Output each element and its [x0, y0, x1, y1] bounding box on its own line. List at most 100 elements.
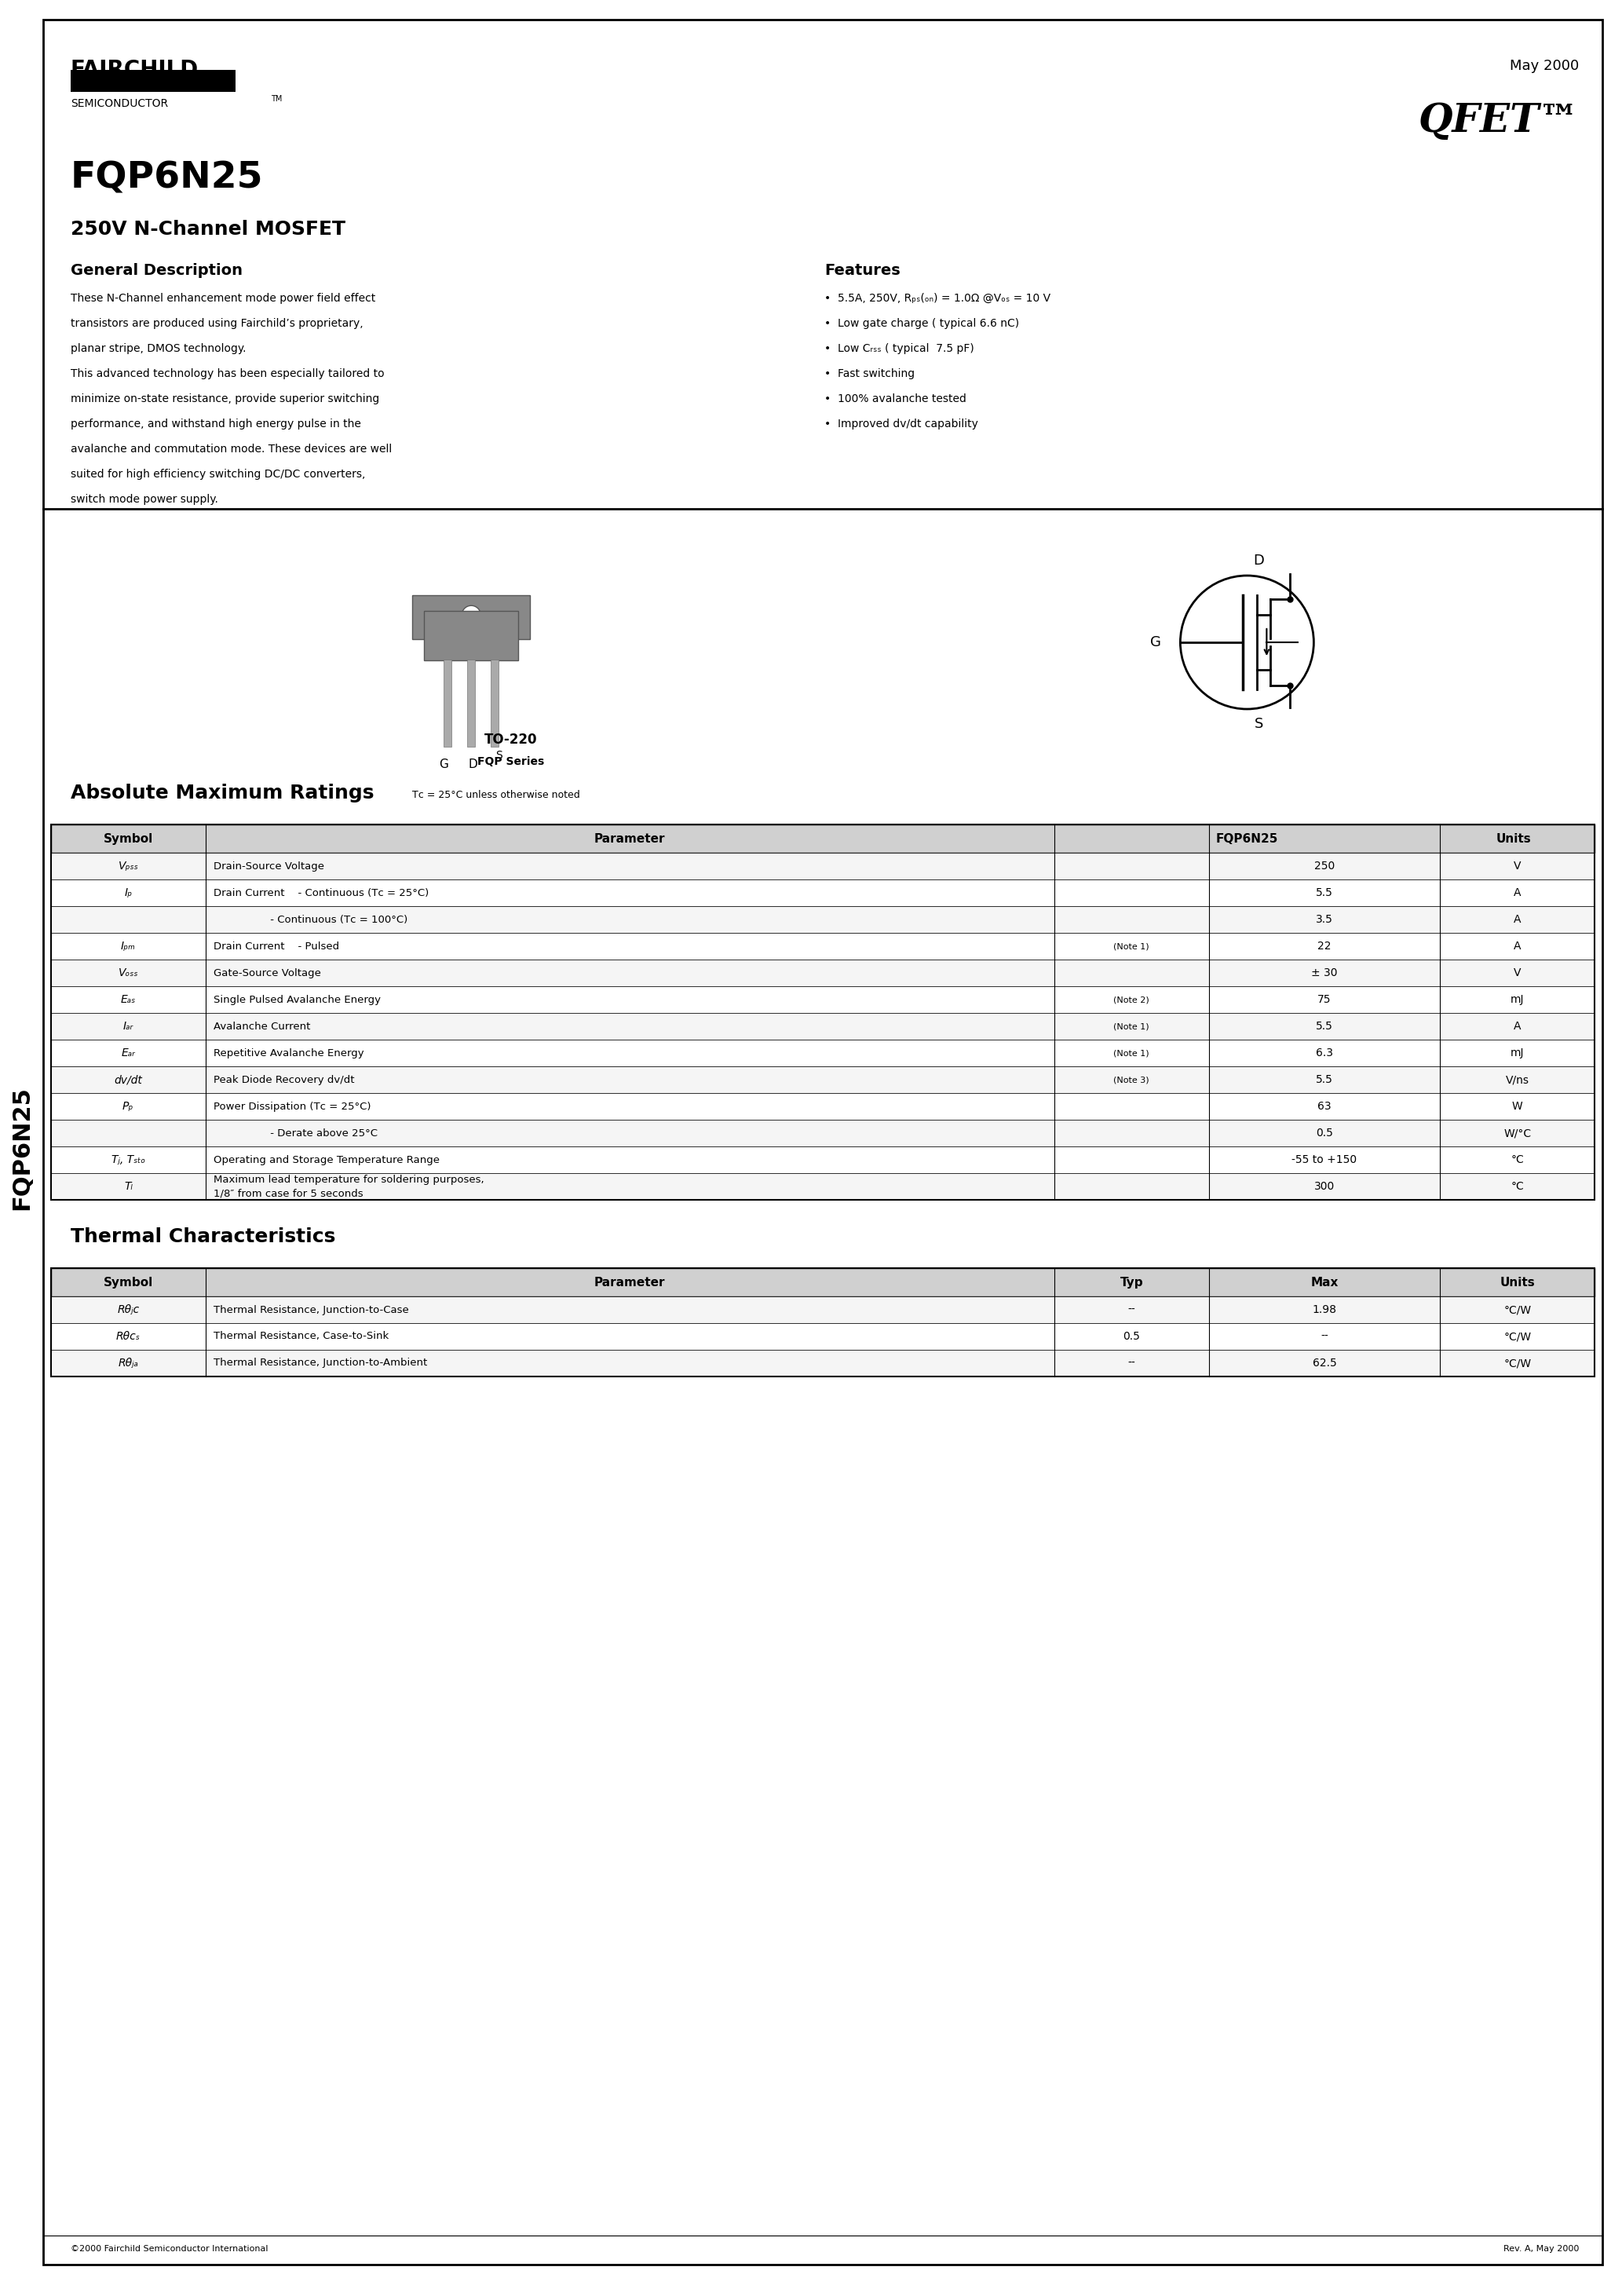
Text: ©2000 Fairchild Semiconductor International: ©2000 Fairchild Semiconductor Internatio… — [71, 2245, 268, 2252]
Text: 5.5: 5.5 — [1315, 886, 1333, 898]
Text: FQP Series: FQP Series — [477, 755, 543, 767]
Text: Iₚₘ: Iₚₘ — [122, 941, 136, 953]
Text: 5.5: 5.5 — [1315, 1022, 1333, 1031]
Bar — [50, 852, 1594, 879]
Bar — [412, 595, 530, 638]
Text: A: A — [1513, 886, 1521, 898]
Text: Tᴄ = 25°C unless otherwise noted: Tᴄ = 25°C unless otherwise noted — [412, 790, 581, 799]
Text: Peak Diode Recovery dv/dt: Peak Diode Recovery dv/dt — [212, 1075, 354, 1084]
Bar — [50, 1120, 1594, 1146]
Text: -55 to +150: -55 to +150 — [1291, 1155, 1358, 1166]
Bar — [50, 824, 1594, 1201]
Text: 63: 63 — [1317, 1100, 1332, 1111]
Bar — [50, 1350, 1594, 1378]
Text: Operating and Storage Temperature Range: Operating and Storage Temperature Range — [212, 1155, 440, 1164]
Text: General Description: General Description — [71, 264, 243, 278]
Bar — [50, 1297, 1594, 1322]
Text: 75: 75 — [1317, 994, 1332, 1006]
Text: 1/8″ from case for 5 seconds: 1/8″ from case for 5 seconds — [212, 1187, 363, 1199]
Text: S: S — [495, 751, 503, 762]
Text: °C/W: °C/W — [1504, 1304, 1531, 1316]
Text: FAIRCHILD: FAIRCHILD — [71, 60, 200, 80]
Text: Pₚ: Pₚ — [123, 1100, 135, 1111]
Bar — [50, 1065, 1594, 1093]
Text: Repetitive Avalanche Energy: Repetitive Avalanche Energy — [212, 1047, 363, 1058]
Text: Symbol: Symbol — [104, 1277, 152, 1288]
Text: •  5.5A, 250V, Rₚₛ(ₒₙ) = 1.0Ω @Vₒₛ = 10 V: • 5.5A, 250V, Rₚₛ(ₒₙ) = 1.0Ω @Vₒₛ = 10 V — [824, 294, 1051, 303]
Bar — [50, 1040, 1594, 1065]
Text: Thermal Resistance, Junction-to-Ambient: Thermal Resistance, Junction-to-Ambient — [212, 1357, 427, 1368]
Text: switch mode power supply.: switch mode power supply. — [71, 494, 217, 505]
Text: Drain Current    - Pulsed: Drain Current - Pulsed — [212, 941, 339, 951]
Bar — [50, 1093, 1594, 1120]
Text: 250: 250 — [1314, 861, 1335, 872]
Text: --: -- — [1320, 1332, 1328, 1341]
Text: D: D — [1254, 553, 1264, 567]
Bar — [423, 611, 519, 659]
Bar — [491, 659, 498, 746]
Text: Drain-Source Voltage: Drain-Source Voltage — [212, 861, 324, 870]
Text: A: A — [1513, 1022, 1521, 1031]
Text: Units: Units — [1500, 1277, 1534, 1288]
Text: Typ: Typ — [1119, 1277, 1144, 1288]
Text: Vₚₛₛ: Vₚₛₛ — [118, 861, 138, 872]
Text: 1.98: 1.98 — [1312, 1304, 1337, 1316]
Text: Parameter: Parameter — [594, 833, 665, 845]
Text: FQP6N25: FQP6N25 — [71, 161, 263, 195]
Text: This advanced technology has been especially tailored to: This advanced technology has been especi… — [71, 367, 384, 379]
Text: •  Fast switching: • Fast switching — [824, 367, 915, 379]
Text: Units: Units — [1495, 833, 1531, 845]
Text: W/°C: W/°C — [1504, 1127, 1531, 1139]
Text: --: -- — [1127, 1357, 1135, 1368]
Text: °C/W: °C/W — [1504, 1332, 1531, 1341]
Text: planar stripe, DMOS technology.: planar stripe, DMOS technology. — [71, 342, 247, 354]
Text: 300: 300 — [1314, 1180, 1335, 1192]
Text: 250V N-Channel MOSFET: 250V N-Channel MOSFET — [71, 220, 345, 239]
Text: V: V — [1513, 967, 1521, 978]
Circle shape — [462, 606, 480, 625]
Bar — [50, 1013, 1594, 1040]
Bar — [50, 1146, 1594, 1173]
Text: Max: Max — [1311, 1277, 1338, 1288]
Text: Rθⱼᴄ: Rθⱼᴄ — [117, 1304, 139, 1316]
Text: •  Improved dv/dt capability: • Improved dv/dt capability — [824, 418, 978, 429]
Text: 6.3: 6.3 — [1315, 1047, 1333, 1058]
Text: V/ns: V/ns — [1505, 1075, 1530, 1086]
Text: 3.5: 3.5 — [1315, 914, 1333, 925]
Text: V: V — [1513, 861, 1521, 872]
Text: G: G — [440, 758, 448, 769]
Text: Single Pulsed Avalanche Energy: Single Pulsed Avalanche Energy — [212, 994, 381, 1006]
Bar — [50, 907, 1594, 932]
Text: ± 30: ± 30 — [1311, 967, 1338, 978]
Text: Tⱼ, Tₛₜₒ: Tⱼ, Tₛₜₒ — [112, 1155, 144, 1166]
Text: Avalanche Current: Avalanche Current — [212, 1022, 310, 1031]
Text: mJ: mJ — [1510, 994, 1525, 1006]
Text: Iₚ: Iₚ — [125, 886, 131, 898]
Text: A: A — [1513, 914, 1521, 925]
Bar — [50, 879, 1594, 907]
Text: Thermal Characteristics: Thermal Characteristics — [71, 1228, 336, 1247]
Text: Thermal Resistance, Case-to-Sink: Thermal Resistance, Case-to-Sink — [212, 1332, 389, 1341]
Text: May 2000: May 2000 — [1510, 60, 1578, 73]
Text: TM: TM — [271, 94, 282, 103]
Text: W: W — [1512, 1100, 1523, 1111]
Text: °C: °C — [1510, 1155, 1525, 1166]
Text: Features: Features — [824, 264, 900, 278]
Text: - Continuous (Tᴄ = 100°C): - Continuous (Tᴄ = 100°C) — [212, 914, 407, 925]
Text: Symbol: Symbol — [104, 833, 152, 845]
Bar — [50, 932, 1594, 960]
Text: QFET™: QFET™ — [1418, 101, 1578, 140]
Text: (Note 1): (Note 1) — [1114, 1049, 1150, 1056]
Text: •  Low gate charge ( typical 6.6 nC): • Low gate charge ( typical 6.6 nC) — [824, 319, 1020, 328]
Bar — [50, 1267, 1594, 1297]
Text: •  100% avalanche tested: • 100% avalanche tested — [824, 393, 967, 404]
Text: 62.5: 62.5 — [1312, 1357, 1337, 1368]
Text: Iₐᵣ: Iₐᵣ — [123, 1022, 133, 1031]
Text: Rθᴄₛ: Rθᴄₛ — [117, 1332, 141, 1341]
Text: mJ: mJ — [1510, 1047, 1525, 1058]
Text: •  Low Cᵣₛₛ ( typical  7.5 pF): • Low Cᵣₛₛ ( typical 7.5 pF) — [824, 342, 975, 354]
Text: Rθⱼₐ: Rθⱼₐ — [118, 1357, 138, 1368]
Text: S: S — [1254, 716, 1264, 730]
Text: (Note 1): (Note 1) — [1114, 1022, 1150, 1031]
Text: G: G — [1150, 636, 1161, 650]
